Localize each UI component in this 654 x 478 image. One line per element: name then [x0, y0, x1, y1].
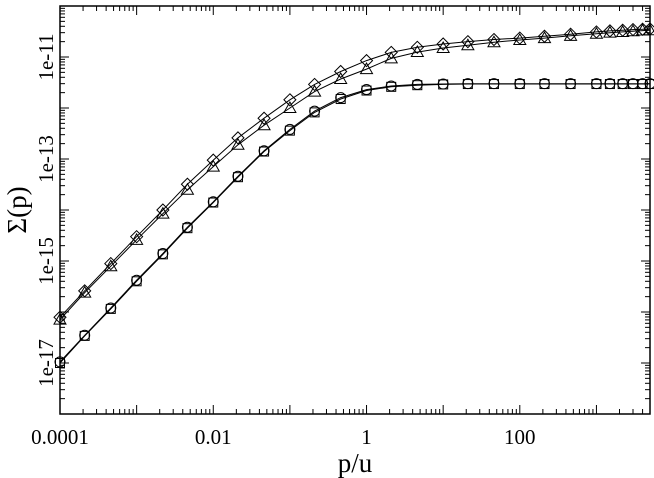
x-tick-label: 1 — [361, 425, 372, 449]
data-point-square — [412, 80, 423, 91]
data-point-triangle — [512, 33, 527, 46]
data-point-triangle — [103, 259, 118, 272]
series-layer — [53, 22, 654, 368]
data-point-square — [637, 79, 648, 90]
series-square — [55, 79, 654, 368]
data-point-triangle — [180, 182, 195, 195]
data-point-square — [591, 79, 602, 90]
data-point-square — [645, 79, 654, 90]
series-diamond — [53, 22, 654, 324]
data-point-triangle — [563, 28, 578, 41]
data-point-diamond — [307, 77, 322, 92]
data-point-square — [604, 79, 615, 90]
data-point-square — [462, 79, 473, 90]
data-point-square — [284, 125, 295, 136]
data-point-square — [627, 79, 638, 90]
data-point-diamond — [129, 229, 144, 244]
data-point-square — [182, 223, 193, 234]
data-point-square — [232, 172, 243, 183]
y-tick-label: 1e-13 — [34, 135, 58, 183]
x-tick-label: 100 — [504, 425, 536, 449]
plot-frame — [59, 5, 651, 415]
data-point-square — [438, 79, 449, 90]
y-tick-label: 1e-15 — [34, 237, 58, 285]
axis-ticks: 0.0001 0.01 1 100 1e-17 1e-15 1e-13 1e-11 — [31, 5, 651, 449]
data-point-diamond — [283, 93, 297, 107]
data-point-triangle — [384, 51, 399, 64]
data-point-square — [55, 358, 65, 368]
y-tick-label: 1e-11 — [34, 33, 58, 80]
data-point-square — [617, 79, 628, 90]
x-axis-label: p/u — [338, 448, 373, 478]
data-point-square — [259, 146, 270, 157]
data-point-square — [131, 276, 142, 287]
y-axis-label: Σ(p) — [2, 186, 32, 233]
data-point-triangle — [589, 26, 604, 39]
data-point-square — [539, 79, 550, 90]
data-point-triangle — [537, 31, 552, 44]
data-point-diamond — [436, 37, 450, 51]
data-point-triangle — [129, 232, 144, 245]
y-tick-label: 1e-17 — [34, 339, 58, 387]
data-point-square — [208, 197, 219, 208]
data-point-square — [514, 79, 525, 90]
data-point-triangle — [436, 41, 451, 54]
data-point-triangle — [231, 137, 245, 150]
data-point-square — [361, 85, 372, 96]
data-point-triangle — [283, 100, 297, 113]
data-point-triangle — [460, 38, 475, 51]
data-point-triangle — [77, 285, 92, 298]
data-point-square — [105, 303, 116, 314]
data-point-triangle — [257, 118, 271, 131]
data-point-square — [309, 107, 320, 118]
data-point-triangle — [206, 159, 221, 172]
x-tick-label: 0.01 — [195, 425, 232, 449]
data-point-diamond — [231, 131, 245, 145]
data-point-triangle — [410, 45, 425, 58]
data-point-diamond — [333, 64, 348, 79]
data-point-triangle — [53, 312, 67, 325]
data-point-diamond — [257, 111, 271, 125]
data-point-triangle — [635, 23, 650, 36]
series-circle — [54, 78, 654, 368]
data-point-square — [386, 81, 397, 92]
data-point-square — [565, 79, 576, 90]
x-tick-label: 0.0001 — [31, 425, 89, 449]
data-point-square — [488, 79, 499, 90]
data-point-square — [157, 249, 168, 260]
data-point-square — [335, 94, 346, 105]
data-point-triangle — [307, 84, 322, 97]
series-line-square — [59, 83, 650, 364]
series-line-triangle — [59, 29, 651, 320]
data-point-triangle — [359, 62, 374, 75]
data-point-triangle — [333, 72, 348, 85]
data-point-diamond — [487, 32, 501, 47]
data-point-triangle — [603, 25, 617, 38]
data-point-diamond — [461, 34, 475, 49]
data-point-triangle — [487, 35, 501, 48]
data-point-diamond — [410, 40, 425, 55]
data-point-triangle — [626, 24, 640, 37]
series-line-diamond — [59, 28, 651, 318]
data-point-square — [79, 330, 90, 341]
data-point-triangle — [156, 206, 170, 219]
data-point-triangle — [615, 24, 630, 37]
series-line-circle — [59, 83, 650, 363]
data-point-triangle — [643, 23, 654, 36]
data-point-diamond — [156, 203, 170, 217]
data-point-diamond — [359, 53, 374, 68]
series-triangle — [53, 23, 654, 325]
